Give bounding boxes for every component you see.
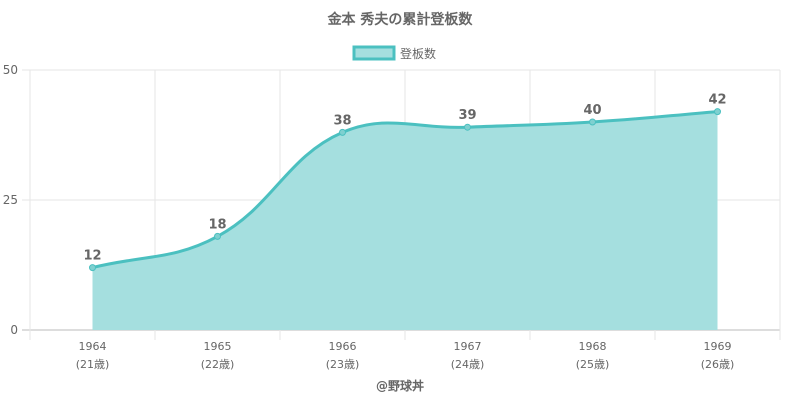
data-label: 18 <box>208 217 226 232</box>
data-points <box>89 108 721 272</box>
legend[interactable]: 登板数 <box>352 45 436 61</box>
data-label: 38 <box>333 113 351 128</box>
data-point <box>89 264 96 272</box>
x-tick-sublabel: (26歳) <box>701 358 735 371</box>
x-tick-label: 1968 <box>579 340 607 353</box>
x-axis: 1964 (21歳) 1965 (22歳) 1966 (23歳) 1967 (24歳) 1968… <box>76 340 735 371</box>
x-tick-label: 1966 <box>329 340 357 353</box>
x-tick-label: 1969 <box>704 340 732 353</box>
y-tick-label: 0 <box>10 323 18 337</box>
y-axis: 0 25 50 <box>3 63 18 337</box>
data-label: 40 <box>583 103 601 118</box>
legend-label: 登板数 <box>400 46 436 61</box>
data-point <box>339 128 346 136</box>
data-label: 39 <box>458 108 476 123</box>
x-tick-sublabel: (25歳) <box>576 358 610 371</box>
x-tick-sublabel: (23歳) <box>326 358 360 371</box>
series-line <box>92 110 718 270</box>
data-point <box>714 108 721 116</box>
data-label: 12 <box>83 249 101 264</box>
y-tick-label: 25 <box>3 193 18 207</box>
chart-title: 金本 秀夫の累計登板数 <box>327 11 474 28</box>
data-point <box>589 118 596 126</box>
y-tick-label: 50 <box>3 63 18 77</box>
x-tick-sublabel: (21歳) <box>76 358 110 371</box>
legend-swatch <box>352 45 396 61</box>
x-tick-sublabel: (24歳) <box>451 358 485 371</box>
data-point <box>214 232 221 240</box>
x-tick-label: 1967 <box>454 340 482 353</box>
data-point <box>464 123 471 131</box>
x-tick-label: 1964 <box>79 340 107 353</box>
credit-text: @野球丼 <box>376 378 424 393</box>
data-label: 42 <box>708 93 726 108</box>
x-tick-label: 1965 <box>204 340 232 353</box>
x-tick-sublabel: (22歳) <box>201 358 235 371</box>
series-area <box>92 111 718 330</box>
data-labels: 12 18 38 39 40 42 <box>83 93 726 264</box>
